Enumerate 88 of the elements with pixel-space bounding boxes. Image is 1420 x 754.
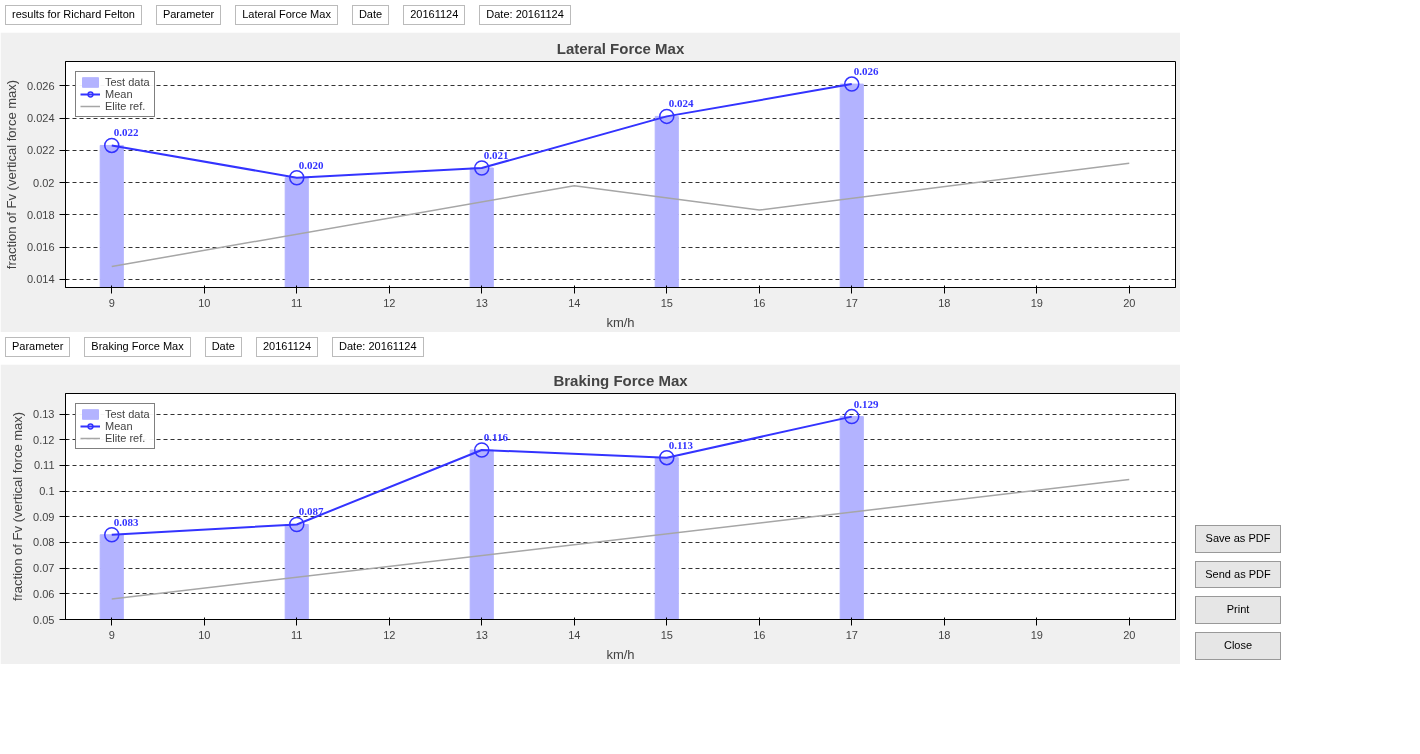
point <box>289 169 305 186</box>
point <box>104 137 120 154</box>
point <box>474 160 490 176</box>
x-tick-label: 11 <box>291 628 303 641</box>
point <box>844 76 860 92</box>
line-series <box>111 162 1130 268</box>
x-tick-label: 19 <box>1030 296 1043 309</box>
text: Date <box>204 337 242 357</box>
chart-title: Braking Force Max <box>553 371 689 389</box>
x-tick-label: 14 <box>568 296 581 309</box>
point <box>474 442 490 458</box>
y-tick-label: 0.07 <box>33 562 55 575</box>
y-tick-label: 0.09 <box>33 510 55 523</box>
x-tick-label: 13 <box>475 628 488 641</box>
point <box>659 108 675 125</box>
data-label: 0.024 <box>668 97 694 110</box>
legend-label: Elite ref. <box>105 100 146 112</box>
text: results for Richard Felton <box>5 5 142 25</box>
data-label: 0.087 <box>298 505 324 518</box>
x-tick-label: 17 <box>845 628 858 641</box>
data-label: 0.113 <box>668 438 694 451</box>
x-tick-label: 17 <box>845 296 858 309</box>
y-tick-label: 0.016 <box>26 241 55 254</box>
x-tick-label: 20 <box>1123 296 1136 309</box>
x-axis-title: km/h <box>606 646 635 662</box>
text: 20161124 <box>255 337 319 357</box>
legend-label: Test data <box>105 408 150 420</box>
y-tick-label: 0.06 <box>33 587 55 600</box>
legend-label: Mean <box>105 88 133 100</box>
y-tick-label: 0.022 <box>26 144 55 157</box>
y-tick-label: 0.05 <box>33 613 55 626</box>
x-tick-label: 18 <box>938 628 951 641</box>
text: Save as PDF <box>1195 525 1281 553</box>
x-tick-label: 16 <box>753 628 766 641</box>
x-tick-label: 13 <box>475 296 488 309</box>
y-tick-label: 0.12 <box>33 433 55 446</box>
y-tick-label: 0.026 <box>26 79 55 92</box>
y-tick-label: 0.02 <box>33 176 55 189</box>
y-tick-label: 0.13 <box>33 408 55 421</box>
y-axis-title: fraction of Fv (vertical force max) <box>3 79 19 270</box>
text: Date: 20161124 <box>479 5 571 25</box>
x-tick-label: 10 <box>198 296 211 309</box>
x-tick-label: 15 <box>660 628 673 641</box>
y-tick-label: 0.1 <box>39 485 55 498</box>
legend-label: Test data <box>105 76 150 88</box>
text: Braking Force Max <box>84 337 191 357</box>
data-label: 0.021 <box>483 149 509 162</box>
text: Date <box>351 5 390 25</box>
x-tick-label: 12 <box>383 628 396 641</box>
point <box>289 516 305 533</box>
y-tick-label: 0.018 <box>26 208 55 221</box>
point <box>104 527 120 543</box>
x-tick-label: 15 <box>660 296 673 309</box>
data-label: 0.022 <box>113 126 139 139</box>
y-tick-label: 0.08 <box>33 536 55 549</box>
x-tick-label: 11 <box>291 296 303 309</box>
text: Lateral Force Max <box>235 5 338 25</box>
text: Parameter <box>5 337 71 357</box>
y-tick-label: 0.014 <box>26 273 55 286</box>
x-tick-label: 10 <box>198 628 211 641</box>
x-tick-label: 18 <box>938 296 951 309</box>
y-tick-label: 0.024 <box>26 112 55 124</box>
legend-label: Elite ref. <box>105 432 146 444</box>
point <box>844 408 860 425</box>
x-tick-label: 19 <box>1030 628 1043 641</box>
point <box>659 449 675 466</box>
x-axis-title: km/h <box>606 314 635 330</box>
data-label: 0.083 <box>113 515 139 528</box>
x-tick-label: 9 <box>108 296 115 309</box>
legend-label: Mean <box>105 420 133 432</box>
x-tick-label: 20 <box>1123 628 1136 641</box>
text: Print <box>1195 596 1281 625</box>
x-tick-label: 16 <box>753 296 766 309</box>
y-axis-title: fraction of Fv (vertical force max) <box>10 411 26 602</box>
data-label: 0.116 <box>483 431 509 443</box>
data-label: 0.020 <box>298 158 324 171</box>
text: Close <box>1195 632 1281 660</box>
text: 20161124 <box>403 5 466 25</box>
text: Send as PDF <box>1195 560 1281 589</box>
x-tick-label: 14 <box>568 628 581 641</box>
x-tick-label: 12 <box>383 296 396 309</box>
text: Date: 20161124 <box>332 337 424 357</box>
chart-title: Lateral Force Max <box>556 39 685 57</box>
data-label: 0.129 <box>853 397 879 410</box>
x-tick-label: 9 <box>108 628 115 641</box>
y-tick-label: 0.11 <box>33 459 55 472</box>
data-label: 0.026 <box>853 65 879 78</box>
text: Parameter <box>155 5 222 25</box>
